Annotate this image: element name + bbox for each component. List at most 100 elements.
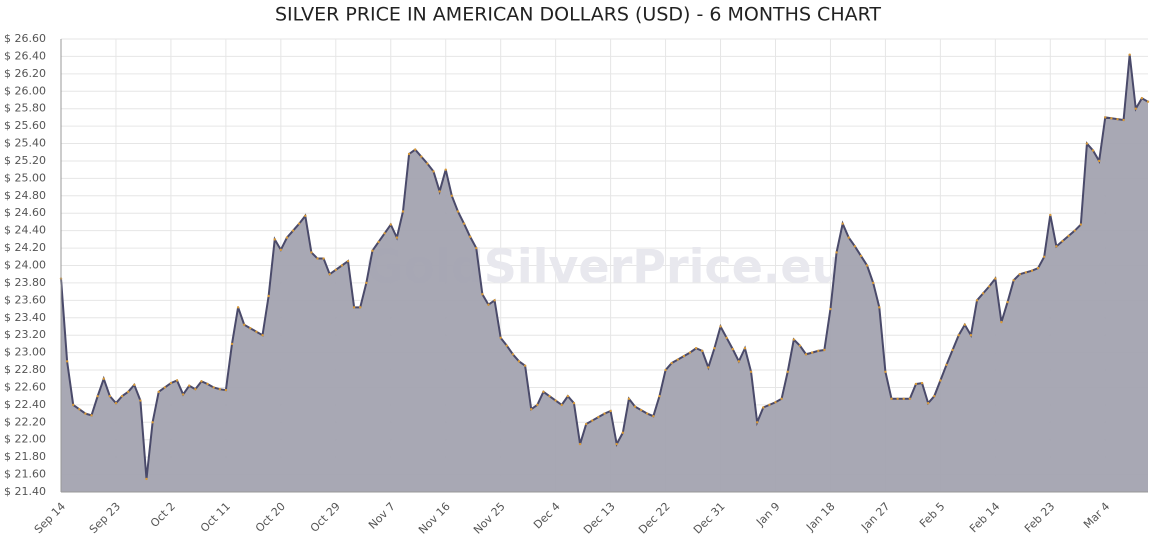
- point: [157, 390, 160, 394]
- point: [615, 442, 618, 446]
- point: [762, 406, 765, 409]
- point: [658, 394, 661, 398]
- y-tick-label: $ 21.40: [4, 485, 46, 498]
- point: [804, 353, 808, 356]
- point: [1036, 266, 1040, 270]
- point: [701, 349, 704, 353]
- point: [755, 421, 759, 424]
- point: [1030, 269, 1034, 272]
- point: [96, 394, 99, 398]
- area: [61, 54, 1148, 492]
- point: [181, 393, 185, 396]
- point: [316, 257, 319, 260]
- x-tick-label: Dec 13: [581, 500, 618, 537]
- point: [377, 240, 380, 244]
- point: [322, 257, 325, 260]
- y-tick-label: $ 23.40: [4, 311, 46, 324]
- point: [1067, 234, 1070, 238]
- point: [646, 412, 649, 415]
- point: [768, 403, 771, 407]
- y-tick-label: $ 22.20: [4, 415, 46, 428]
- point: [719, 325, 722, 328]
- point: [926, 401, 930, 405]
- point: [633, 405, 637, 408]
- point: [1097, 159, 1101, 163]
- point: [1140, 97, 1144, 100]
- point: [243, 323, 246, 326]
- point: [871, 281, 875, 285]
- point: [139, 399, 142, 402]
- point: [505, 344, 508, 347]
- y-tick-label: $ 22.00: [4, 433, 46, 446]
- point: [499, 336, 502, 340]
- point: [1079, 223, 1083, 226]
- point: [200, 380, 203, 383]
- point: [896, 397, 899, 400]
- point: [884, 370, 887, 373]
- x-tick-label: Oct 20: [253, 500, 288, 535]
- point: [536, 403, 539, 407]
- y-tick-label: $ 25.60: [4, 119, 46, 132]
- point: [603, 412, 606, 415]
- point: [249, 327, 252, 330]
- point: [988, 285, 991, 288]
- point: [297, 222, 301, 225]
- point: [304, 214, 307, 218]
- point: [493, 299, 496, 302]
- point: [682, 354, 686, 358]
- point: [444, 168, 447, 171]
- y-tick-label: $ 25.20: [4, 154, 46, 167]
- point: [359, 306, 362, 309]
- point: [749, 370, 753, 373]
- y-tick-label: $ 24.40: [4, 224, 46, 237]
- point: [279, 248, 283, 252]
- point: [169, 381, 173, 385]
- point: [969, 333, 973, 337]
- x-tick-label: Nov 25: [471, 500, 508, 537]
- x-tick-label: Feb 5: [917, 500, 947, 530]
- point: [1128, 53, 1131, 56]
- point: [224, 388, 228, 392]
- point: [188, 384, 191, 387]
- point: [566, 394, 570, 398]
- point: [291, 229, 295, 232]
- point: [334, 268, 338, 272]
- point: [878, 306, 881, 309]
- point: [859, 254, 863, 258]
- point: [462, 222, 466, 225]
- point: [523, 364, 527, 367]
- y-tick-label: $ 22.80: [4, 363, 46, 376]
- point: [951, 348, 954, 352]
- point: [829, 307, 832, 311]
- point: [780, 397, 783, 400]
- point: [865, 264, 869, 267]
- point: [84, 412, 87, 415]
- point: [407, 152, 411, 156]
- y-tick-label: $ 24.80: [4, 189, 46, 202]
- x-tick-label: Jan 27: [858, 500, 892, 534]
- y-tick-label: $ 23.20: [4, 328, 46, 341]
- point: [841, 222, 844, 225]
- point: [810, 351, 814, 354]
- point: [517, 360, 521, 363]
- point: [102, 377, 105, 380]
- point: [847, 236, 850, 239]
- x-tick-label: Oct 2: [148, 500, 178, 530]
- x-tick-label: Nov 16: [416, 500, 453, 537]
- point: [194, 388, 197, 391]
- point: [530, 408, 533, 411]
- point: [1104, 116, 1107, 119]
- point: [554, 399, 557, 402]
- point: [1061, 239, 1064, 243]
- point: [383, 232, 386, 235]
- y-tick-label: $ 25.40: [4, 137, 46, 150]
- point: [413, 148, 417, 151]
- point: [120, 394, 124, 398]
- point: [694, 347, 698, 350]
- y-tick-label: $ 22.60: [4, 380, 46, 393]
- point: [609, 409, 612, 413]
- point: [621, 431, 625, 434]
- point: [346, 259, 350, 263]
- point: [670, 361, 673, 365]
